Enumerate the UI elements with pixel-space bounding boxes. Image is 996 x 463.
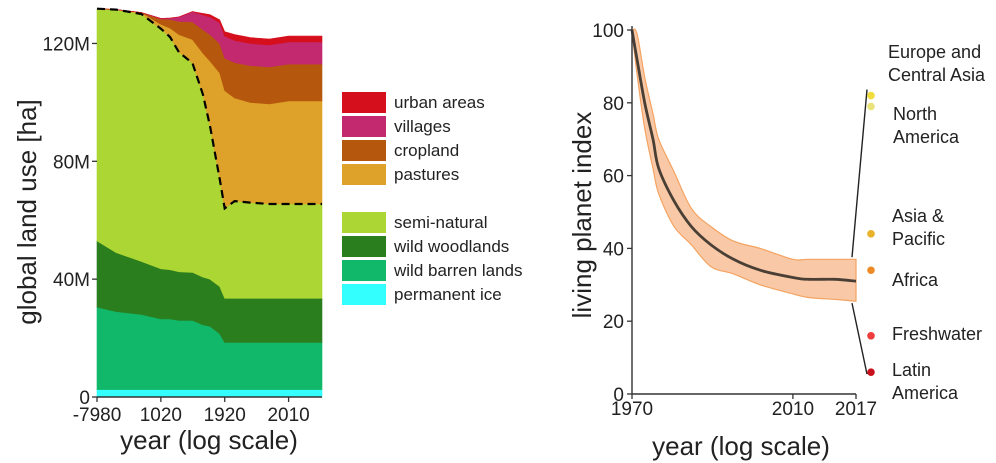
lpi-xlabel: year (log scale) [652,431,830,461]
regional-indices: Europe and Central Asia North America Asia &… [851,42,986,403]
semi-natural-boundary-dashed-line [96,7,322,211]
legend-label-pastures: pastures [394,165,459,184]
region-label-asia-pacific: Asia & Pacific [892,206,945,249]
region-label-freshwater: Freshwater [892,324,982,344]
land-use-x-tick-label: 1920 [204,405,246,426]
land-use-y-tick-label: 120M [42,34,90,55]
land-use-ylabel: global land use [ha] [12,99,42,325]
lpi-axes: 0 20 40 60 80 100 1970 2010 2017 [592,21,877,420]
legend-label-permanent-ice: permanent ice [394,285,502,304]
lpi-y-tick-label: 60 [603,167,624,188]
region-dot-freshwater [867,331,875,340]
lpi-y-tick-label: 0 [613,385,624,406]
legend-swatch-semi-natural [342,212,386,233]
land-use-axes: 0 40M 80M 120M -7980 1020 1920 2010 [42,34,322,426]
legend-label-urban-areas: urban areas [394,93,485,112]
area-urban-areas [96,8,323,46]
lpi-y-tick-label: 40 [603,239,624,260]
legend-swatch-wild-woodlands [342,236,386,257]
region-dot-north-america [867,102,875,111]
area-permanent-ice [96,389,323,398]
lpi-ylabel: living planet index [567,112,597,319]
land-use-x-tick-label: 2010 [267,405,309,426]
legend-label-semi-natural: semi-natural [394,213,488,232]
region-label-latin-america: Latin America [892,360,959,403]
land-use-x-tick-label: 1020 [140,405,182,426]
land-use-y-tick-label: 0 [79,388,90,409]
region-dot-africa [867,266,875,275]
land-use-areas [96,8,323,398]
land-use-chart: 0 40M 80M 120M -7980 1020 1920 2010 global land… [12,7,323,455]
region-label-europe-and-central-asia: Europe and Central Asia [888,42,986,85]
land-use-y-tick-label: 80M [53,152,90,173]
lpi-y-tick-label: 100 [592,21,624,42]
legend-swatch-wild-barren-lands [342,260,386,281]
land-use-xlabel: year (log scale) [120,425,298,455]
land-use-x-tick-label: -7980 [73,405,122,426]
region-label-africa: Africa [892,270,939,290]
legend-swatch-cropland [342,140,386,161]
land-use-legend: urban areas villages cropland pastures semi-… [342,92,523,305]
region-dot-asia-pacific [867,230,875,238]
living-planet-index-line [630,29,857,283]
legend-label-wild-woodlands: wild woodlands [393,237,509,256]
region-dot-latin-america [867,368,875,376]
connector-line-upper [851,89,868,258]
lpi-y-tick-label: 20 [603,312,624,333]
legend-label-wild-barren-lands: wild barren lands [393,261,523,280]
legend-label-cropland: cropland [394,141,459,160]
lpi-x-tick-label: 1970 [611,399,653,420]
lpi-x-tick-label: 2017 [835,399,877,420]
connector-line-lower [851,303,868,375]
legend-swatch-permanent-ice [342,284,386,305]
legend-label-villages: villages [394,117,451,136]
legend-swatch-villages [342,116,386,137]
region-dot-europe-and-central-asia [867,91,875,100]
lpi-x-tick-label: 2010 [772,399,814,420]
region-label-north-america: North America [893,104,960,147]
legend-swatch-urban-areas [342,92,386,113]
confidence-band [631,28,857,302]
lpi-y-tick-label: 80 [603,94,624,115]
land-use-y-tick-label: 40M [53,270,90,291]
legend-swatch-pastures [342,164,386,185]
living-planet-index-chart: 0 20 40 60 80 100 1970 2010 2017 Europe and Centr… [567,21,986,461]
